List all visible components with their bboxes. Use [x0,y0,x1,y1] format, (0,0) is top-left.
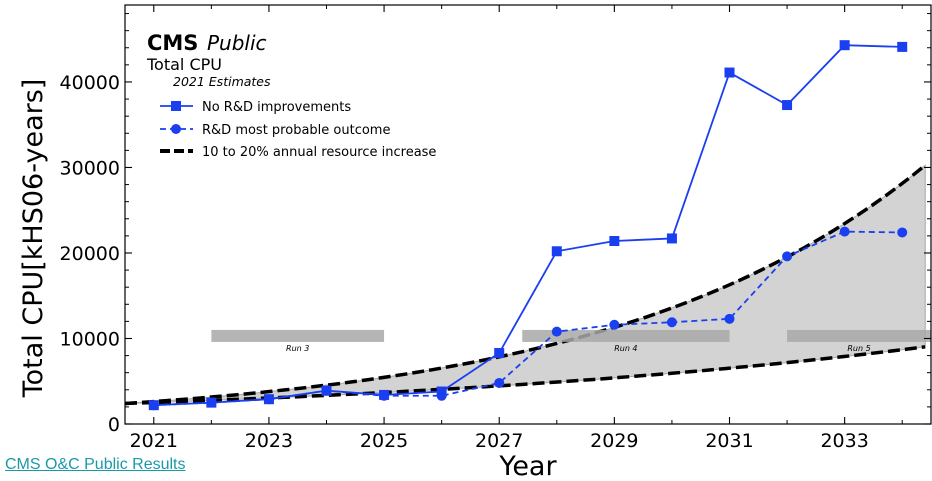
x-tick-label: 2031 [705,430,753,452]
y-tick-label: 0 [108,414,120,436]
legend: No R&D improvements R&D most probable ou… [150,92,462,166]
x-tick-label: 2033 [820,430,868,452]
legend-label-band: 10 to 20% annual resource increase [202,145,436,160]
legend-marker-rd [171,124,181,134]
series-no-rd-point [436,386,447,397]
series-no-rd-point [551,246,562,257]
series-rd-point [839,226,850,237]
series-no-rd-point [494,348,505,359]
run-label-3: Run 3 [286,344,309,353]
series-no-rd-point [263,394,274,405]
y-tick-label: 10000 [60,328,120,350]
legend-marker-no-rd [171,101,181,111]
series-rd-point [897,227,908,238]
series-no-rd-point [782,100,793,111]
resource-band [124,164,926,404]
x-tick-label: 2021 [130,430,178,452]
series-no-rd-point [379,389,390,400]
y-axis-label: Total CPU[kHS06-years] [18,79,49,399]
legend-label-no-rd: No R&D improvements [202,100,351,115]
y-tick-label: 40000 [60,72,120,94]
run-bar-3 [211,329,385,342]
run-bar-5 [787,329,931,342]
band-lower-line [124,345,926,406]
cms-results-link[interactable]: CMS O&C Public Results [5,456,186,473]
chart-title-suffix: Public [207,31,267,55]
plot-frame [124,4,932,425]
series-rd-point [551,326,562,337]
band-upper-line [124,163,927,406]
run-label-5: Run 5 [847,344,870,353]
run-label-4: Run 4 [614,344,637,353]
series-no-rd-line [153,44,903,407]
y-tick-label: 20000 [60,243,120,265]
legend-label-rd: R&D most probable outcome [202,123,390,138]
series-no-rd-point [206,397,217,408]
series-no-rd-point [666,233,677,244]
x-tick-label: 2029 [590,430,638,452]
x-tick-label: 2025 [360,430,408,452]
series-no-rd-point [609,236,620,247]
series-no-rd-point [148,400,159,411]
legend-box [150,92,462,166]
series-no-rd-point [897,41,908,52]
x-axis-label: Year [498,451,557,481]
series-rd-point [609,319,620,330]
series-no-rd-point [321,385,332,396]
chart-subtitle: Total CPU [146,55,222,74]
series-rd-point [724,313,735,324]
run-bar-4 [522,329,730,342]
series-no-rd-point [839,40,850,51]
y-tick-label: 30000 [60,157,120,179]
x-tick-label: 2027 [475,430,523,452]
series-rd-point [782,251,793,262]
x-tick-label: 2023 [245,430,293,452]
chart-subsubtitle: 2021 Estimates [173,74,271,89]
series-rd-point [666,317,677,328]
series-no-rd-point [724,67,735,78]
series-rd-point [494,377,505,388]
chart-title: CMS [147,31,198,55]
